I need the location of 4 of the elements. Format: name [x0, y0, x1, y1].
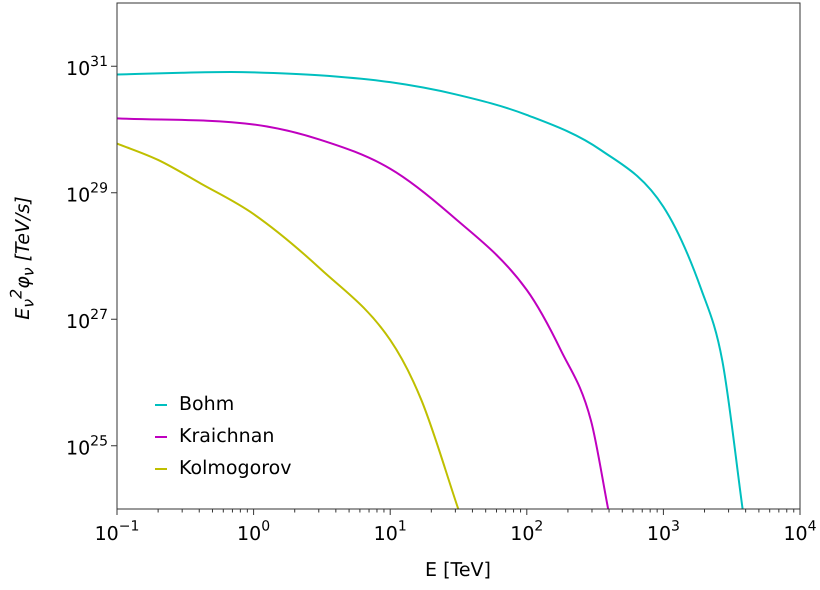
x-axis-title: E [TeV] — [425, 559, 491, 581]
legend-label: Bohm — [179, 392, 234, 415]
legend-label: Kolmogorov — [179, 456, 292, 479]
legend-label: Kraichnan — [179, 424, 274, 447]
